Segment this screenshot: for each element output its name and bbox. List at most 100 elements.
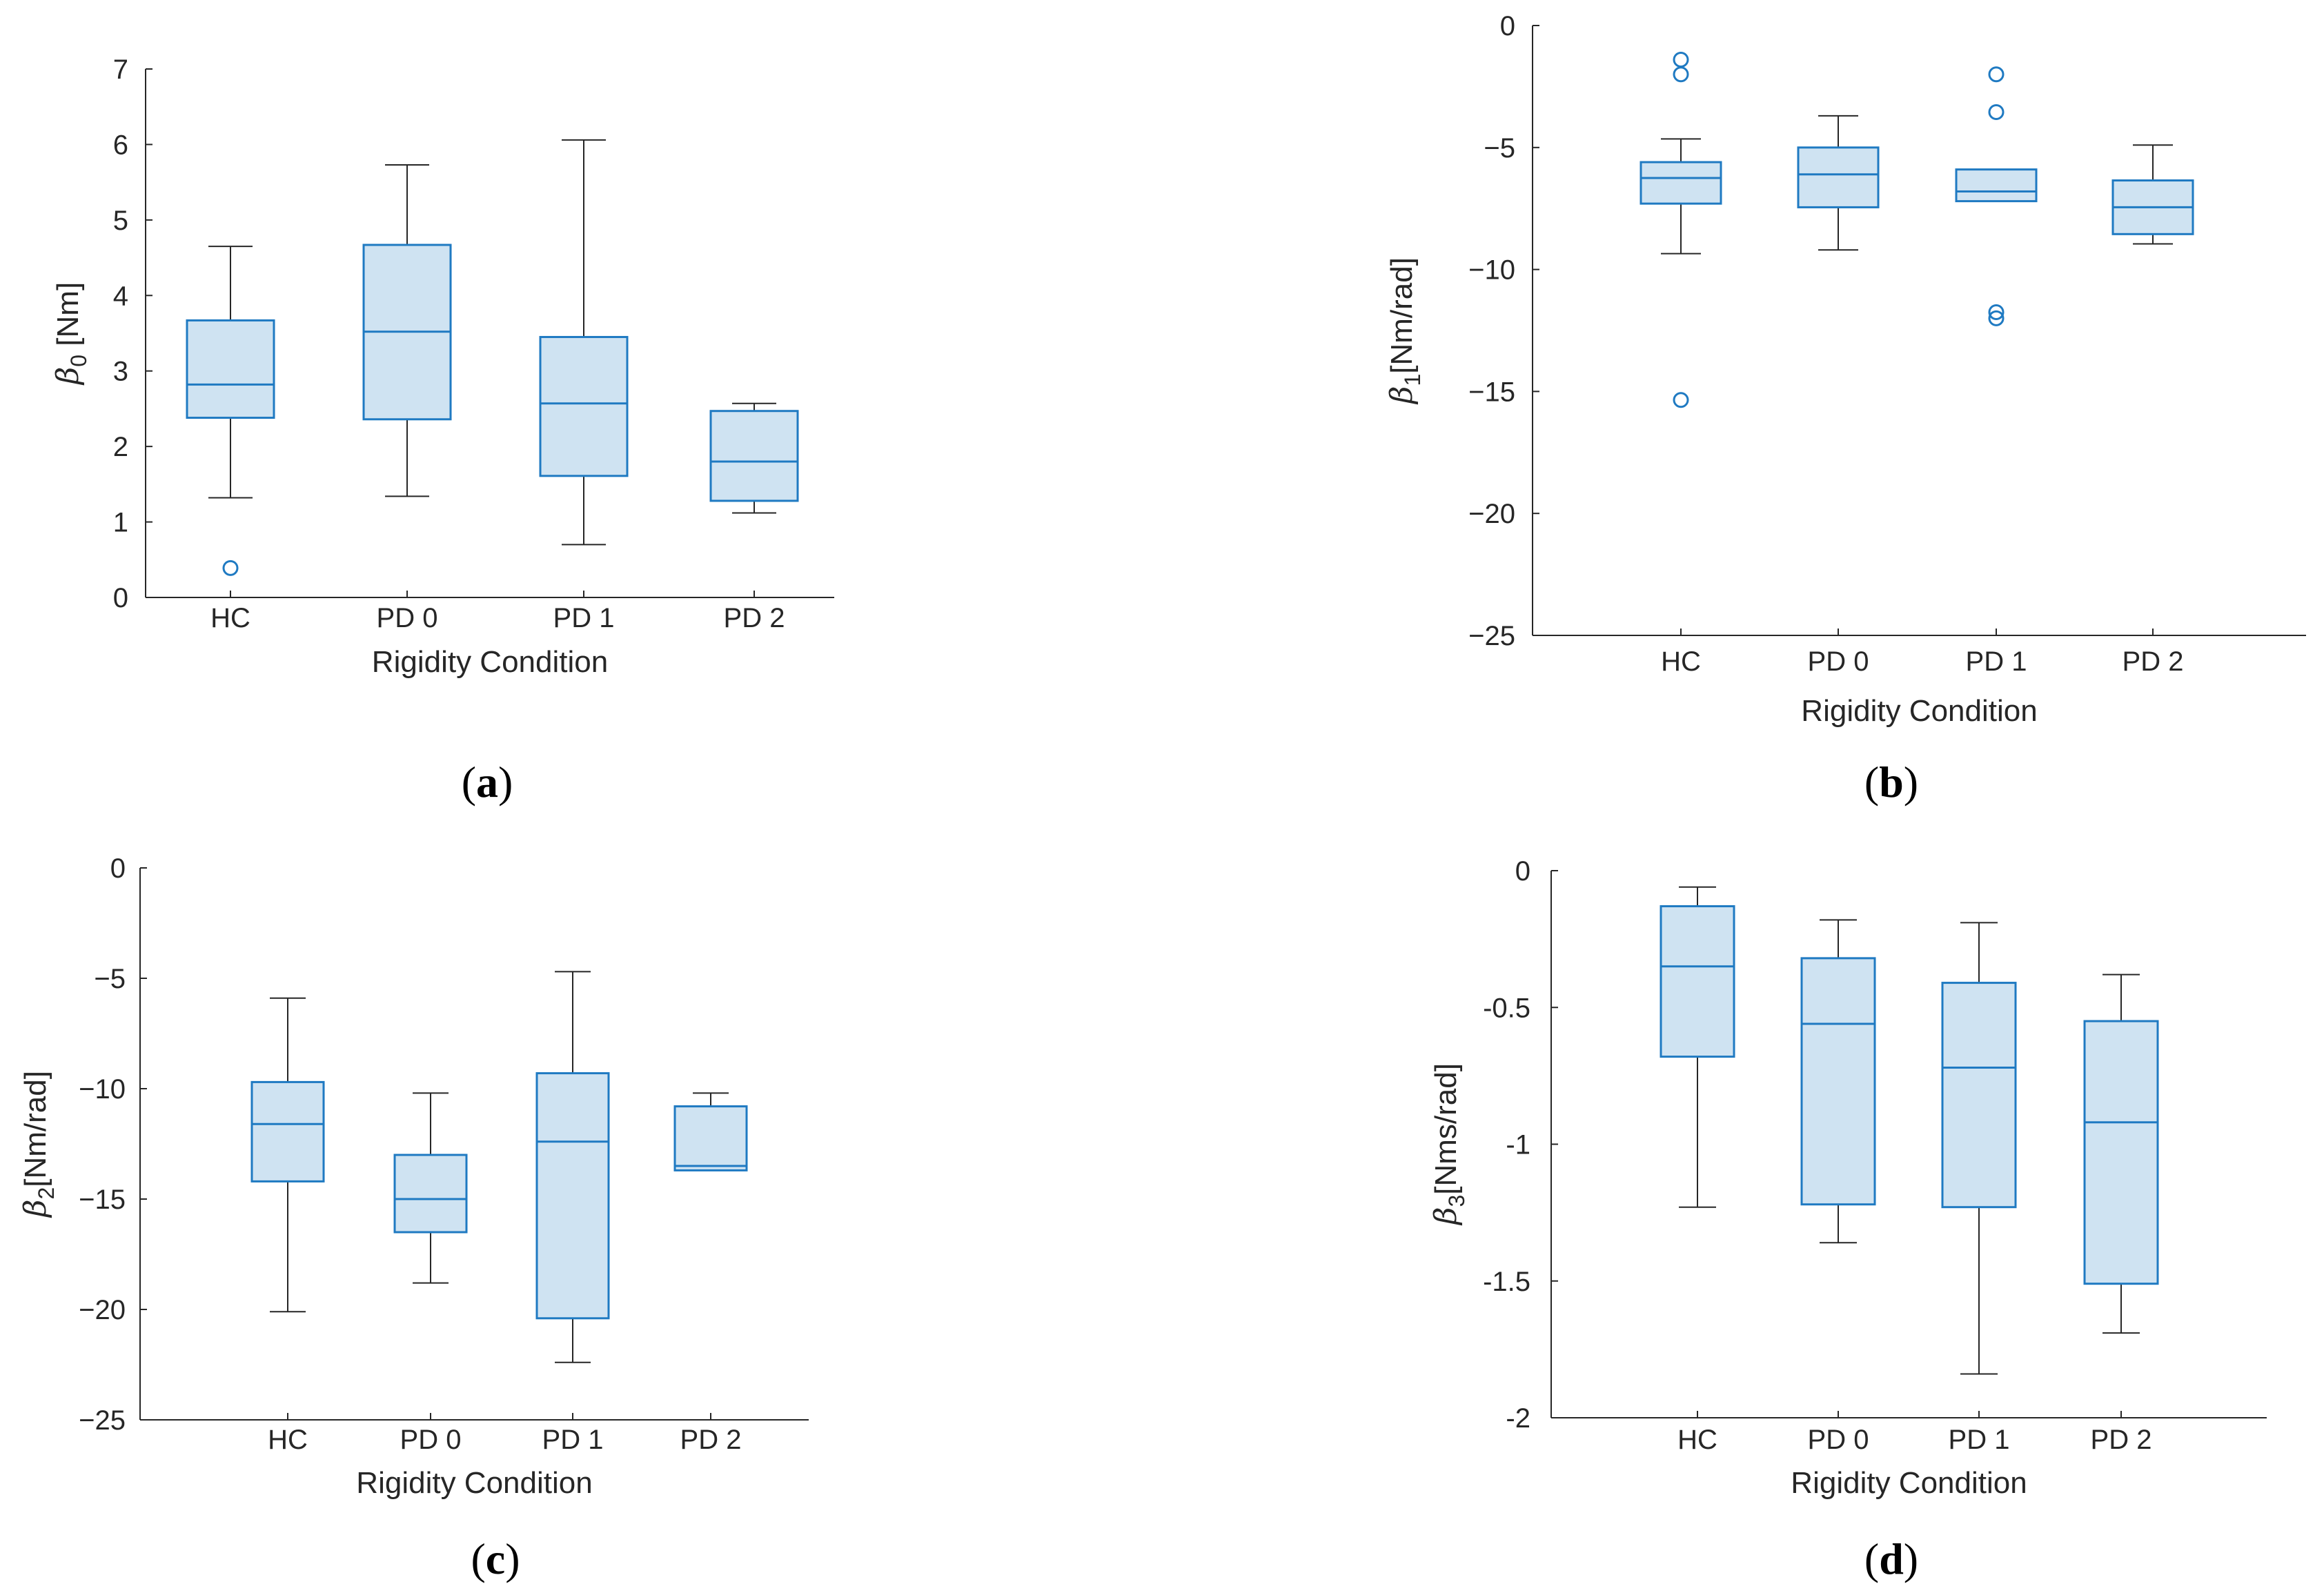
- x-tick-label: HC: [1661, 646, 1701, 677]
- y-axis-label-symbol: β: [1428, 1207, 1464, 1226]
- y-tick-label: −25: [79, 1405, 126, 1436]
- y-axis-label-unit: [Nm/rad]: [19, 1071, 52, 1187]
- y-axis-label-symbol: β: [1384, 386, 1419, 405]
- box-body: [535, 1072, 610, 1320]
- box-2: [1941, 922, 2017, 1375]
- x-tick-label: PD 0: [1808, 646, 1869, 677]
- y-tick-label: -2: [1506, 1403, 1530, 1434]
- box-body: [1955, 168, 2038, 203]
- x-axis-label: Rigidity Condition: [372, 645, 608, 679]
- box-2: [535, 971, 610, 1363]
- y-tick-label: −20: [1468, 499, 1515, 529]
- y-tick-label: 0: [1515, 856, 1530, 887]
- box-1: [393, 1092, 468, 1284]
- chart-panel-a: 0 1 2 3 4 5 6 7 HC PD 0 PD 1 PD 2 Rigidity Condition…: [50, 55, 834, 679]
- y-tick-label: 7: [113, 55, 128, 85]
- y-tick-label: −15: [79, 1185, 126, 1215]
- chart-panel-c: −25 −20 −15 −10 −5 0 HC PD 0 PD 1 PD 2 Rigidity Co…: [18, 853, 809, 1500]
- y-tick-label: -1: [1506, 1130, 1530, 1160]
- x-tick-label: PD 0: [400, 1425, 462, 1455]
- box-body: [1639, 161, 1722, 205]
- y-axis-label-unit: [Nms/rad]: [1429, 1063, 1463, 1195]
- y-tick-label: −5: [1484, 133, 1515, 164]
- y-axis-label: β0 [Nm]: [50, 282, 91, 386]
- x-tick-label: HC: [210, 603, 250, 633]
- y-axis-label-unit: [Nm/rad]: [1385, 257, 1419, 374]
- box-2: [1955, 66, 2038, 326]
- y-tick-label: −10: [79, 1074, 126, 1105]
- box-body: [539, 335, 629, 477]
- outlier-point: [1988, 310, 2005, 326]
- panel-label-b: (b): [1864, 758, 1918, 807]
- y-tick-label: 3: [113, 357, 128, 387]
- y-axis-label: β1[Nm/rad]: [1384, 257, 1425, 405]
- panel-label-close: ): [1904, 758, 1918, 807]
- x-tick-label: PD 1: [542, 1425, 604, 1455]
- box-3: [673, 1092, 748, 1171]
- y-axis-label-subscript: 3: [1444, 1195, 1469, 1207]
- panel-label-close: ): [505, 1534, 520, 1583]
- box-0: [186, 246, 275, 576]
- box-1: [1797, 115, 1880, 251]
- y-axis-label: β3[Nms/rad]: [1428, 1063, 1469, 1226]
- panel-label-letter: b: [1879, 758, 1904, 807]
- x-tick-label: PD 2: [724, 603, 785, 633]
- box-3: [709, 402, 799, 514]
- box-body: [1797, 146, 1880, 208]
- chart-panel-b: −25 −20 −15 −10 −5 0 HC PD 0 PD 1 PD 2 Rigidity Co…: [1384, 11, 2306, 728]
- y-tick-label: −20: [79, 1295, 126, 1325]
- box-body: [2083, 1020, 2159, 1285]
- y-tick-label: −5: [94, 964, 126, 994]
- box-3: [2111, 144, 2194, 245]
- y-axis-label-subscript: 0: [66, 355, 91, 367]
- y-tick-label: 4: [113, 281, 128, 311]
- y-tick-label: 0: [113, 583, 128, 613]
- y-tick-label: -1.5: [1483, 1267, 1530, 1297]
- box-3: [2083, 973, 2159, 1334]
- y-tick-label: 0: [110, 853, 126, 884]
- box-body: [393, 1154, 468, 1234]
- x-tick-label: PD 1: [1949, 1425, 2010, 1455]
- box-body: [1660, 905, 1735, 1058]
- box-body: [673, 1105, 748, 1171]
- outlier-point: [222, 560, 239, 576]
- outlier-point: [1988, 104, 2005, 121]
- panel-label-a: (a): [462, 758, 513, 807]
- outlier-point: [1673, 66, 1689, 83]
- outlier-point: [1988, 304, 2005, 320]
- box-body: [250, 1080, 325, 1183]
- panel-label-open: (: [471, 1534, 485, 1583]
- box-body: [1941, 982, 2017, 1209]
- panel-label-open: (: [1864, 758, 1879, 807]
- x-tick-label: HC: [268, 1425, 308, 1455]
- y-tick-label: 0: [1500, 11, 1515, 41]
- panel-label-letter: c: [486, 1534, 505, 1583]
- panel-label-open: (: [1864, 1534, 1879, 1583]
- panel-label-open: (: [462, 758, 476, 807]
- y-axis-label-symbol: β: [18, 1200, 53, 1218]
- box-2: [539, 139, 629, 546]
- outlier-point: [1673, 52, 1689, 68]
- y-tick-label: 2: [113, 432, 128, 462]
- chart-panel-d: -2 -1.5 -1 -0.5 0 HC PD 0 PD 1 PD 2 Rigidity Cond…: [1428, 856, 2267, 1500]
- panel-label-d: (d): [1864, 1534, 1918, 1583]
- x-tick-label: HC: [1677, 1425, 1717, 1455]
- panel-label-letter: a: [476, 758, 498, 807]
- y-tick-label: −15: [1468, 377, 1515, 407]
- x-axis-label: Rigidity Condition: [1801, 694, 2037, 728]
- outlier-point: [1673, 392, 1689, 408]
- y-axis-label: β2[Nm/rad]: [18, 1071, 59, 1218]
- y-tick-label: −10: [1468, 255, 1515, 286]
- box-1: [362, 164, 452, 497]
- y-tick-label: -0.5: [1483, 993, 1530, 1023]
- panel-label-c: (c): [471, 1534, 520, 1583]
- y-axis-label-subscript: 1: [1400, 374, 1425, 386]
- outlier-point: [1988, 66, 2005, 83]
- box-0: [1660, 886, 1735, 1208]
- y-tick-label: 6: [113, 130, 128, 160]
- box-0: [1639, 52, 1722, 408]
- box-body: [186, 319, 275, 419]
- box-0: [250, 997, 325, 1313]
- box-1: [1800, 919, 1876, 1244]
